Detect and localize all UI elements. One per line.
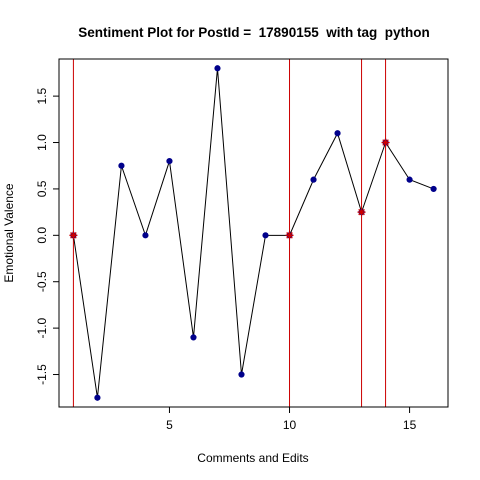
- highlight-marker: [357, 208, 366, 217]
- y-axis: -1.5 -1.0 -0.5 0.0 0.5 1.0 1.5: [35, 87, 59, 385]
- data-point: [262, 232, 269, 239]
- x-axis: 5 10 15: [166, 407, 417, 432]
- x-axis-label: Comments and Edits: [197, 451, 308, 465]
- data-point: [190, 334, 197, 341]
- y-tick-label: 1.5: [35, 87, 49, 104]
- y-axis-label: Emotional Valence: [2, 183, 16, 282]
- y-tick-label: -1.5: [35, 364, 49, 385]
- data-point: [238, 371, 245, 378]
- data-point: [430, 185, 437, 193]
- y-tick-label: 0.0: [35, 227, 49, 244]
- data-point: [214, 65, 221, 72]
- highlight-marker: [69, 231, 78, 240]
- data-point: [334, 130, 341, 137]
- chart-title: Sentiment Plot for PostId = 17890155 wit…: [78, 25, 429, 40]
- x-tick-label: 10: [283, 418, 297, 432]
- x-tick-label: 15: [403, 418, 417, 432]
- plot-area: 5 10 15 -1.5 -1.0 -0.5 0.0 0.5 1.0 1.5: [35, 59, 437, 432]
- data-point: [310, 176, 317, 183]
- data-point: [94, 394, 101, 401]
- y-tick-label: -1.0: [35, 317, 49, 338]
- data-point: [118, 162, 125, 169]
- highlight-marker: [285, 231, 294, 240]
- data-point: [166, 157, 173, 165]
- series-line: [72, 68, 434, 398]
- y-tick-label: -0.5: [35, 271, 49, 292]
- data-point: [142, 232, 149, 239]
- y-tick-label: 0.5: [35, 180, 49, 197]
- highlight-marker: [381, 138, 390, 147]
- plot-frame: [58, 58, 449, 408]
- x-tick-label: 5: [166, 418, 173, 432]
- data-point: [406, 176, 413, 183]
- y-tick-label: 1.0: [35, 134, 49, 151]
